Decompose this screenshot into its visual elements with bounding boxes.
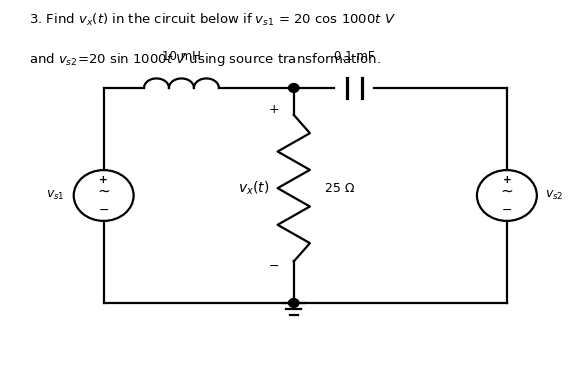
Text: ~: ~: [501, 183, 513, 198]
Text: $v_{s2}$: $v_{s2}$: [545, 189, 564, 202]
Text: +: +: [99, 175, 108, 185]
Text: ~: ~: [97, 183, 110, 198]
Text: and $v_{s2}$=20 sin 1000$t$ $V$ using source transformation.: and $v_{s2}$=20 sin 1000$t$ $V$ using so…: [29, 51, 381, 68]
Circle shape: [289, 84, 299, 92]
Text: $v_{s1}$: $v_{s1}$: [47, 189, 65, 202]
Circle shape: [289, 299, 299, 307]
Text: −: −: [268, 260, 279, 273]
Text: $v_x$($t$): $v_x$($t$): [238, 179, 270, 197]
Text: 0.1 mF: 0.1 mF: [334, 50, 374, 63]
Text: 3. Find $v_x$($t$) in the circuit below if $v_{s1}$ = 20 cos 1000$t$ $V$: 3. Find $v_x$($t$) in the circuit below …: [29, 12, 396, 28]
Text: +: +: [502, 175, 511, 185]
Text: +: +: [268, 104, 279, 117]
Text: 10 mH: 10 mH: [162, 50, 201, 63]
Text: −: −: [98, 204, 109, 217]
Text: 25 Ω: 25 Ω: [325, 182, 355, 195]
Text: −: −: [502, 204, 512, 217]
